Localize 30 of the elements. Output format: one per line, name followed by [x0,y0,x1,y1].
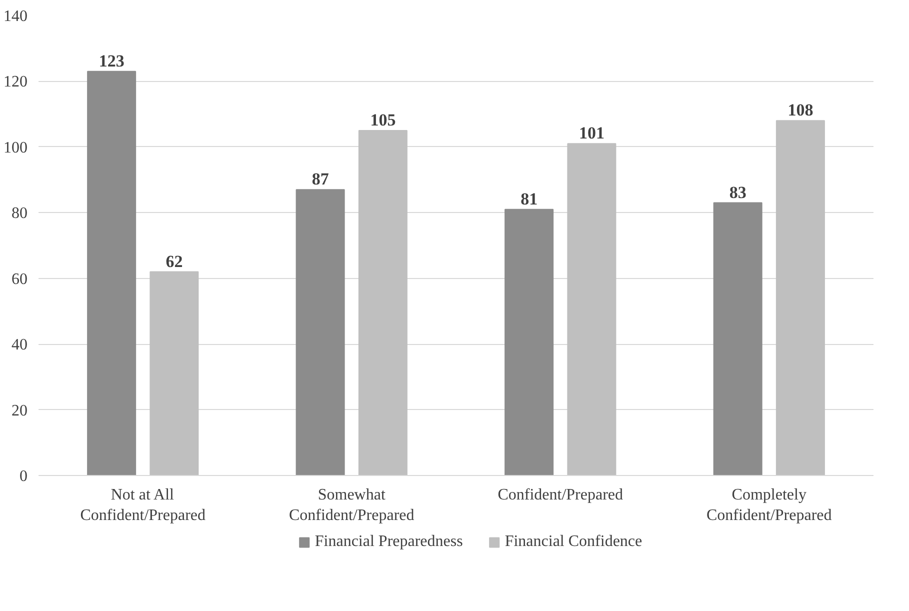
data-label: 123 [98,51,124,70]
data-label: 81 [520,189,538,208]
bar [87,70,136,476]
data-label: 87 [312,170,330,189]
data-label: 83 [729,182,746,202]
y-tick-label: 0 [20,468,28,485]
x-tick-label: Somewhat Confident/Prepared [288,486,414,524]
x-tick-label: Not at All Confident/Prepared [80,486,206,524]
data-label: 108 [788,100,814,120]
bar [567,143,616,476]
y-tick-label: 60 [12,270,28,288]
data-label: 105 [370,110,396,130]
bar [358,130,408,476]
y-tick-label: 40 [12,336,28,354]
y-tick-label: 20 [12,402,28,420]
y-tick-label: 80 [12,205,28,222]
bar [296,189,345,476]
legend-label: Financial Confidence [504,533,642,551]
bar [504,208,554,476]
bar [776,120,825,476]
bar [150,271,199,476]
x-tick-label: Confident/Prepared [498,486,624,504]
y-tick-label: 120 [4,74,28,91]
legend-label: Financial Preparedness [314,533,463,551]
y-tick-label: 100 [4,139,28,156]
x-tick-label: Completely Confident/Prepared [706,486,832,524]
data-label: 101 [578,124,604,143]
bar [713,202,762,476]
y-tick-label: 140 [4,8,28,25]
data-label: 62 [166,252,183,271]
